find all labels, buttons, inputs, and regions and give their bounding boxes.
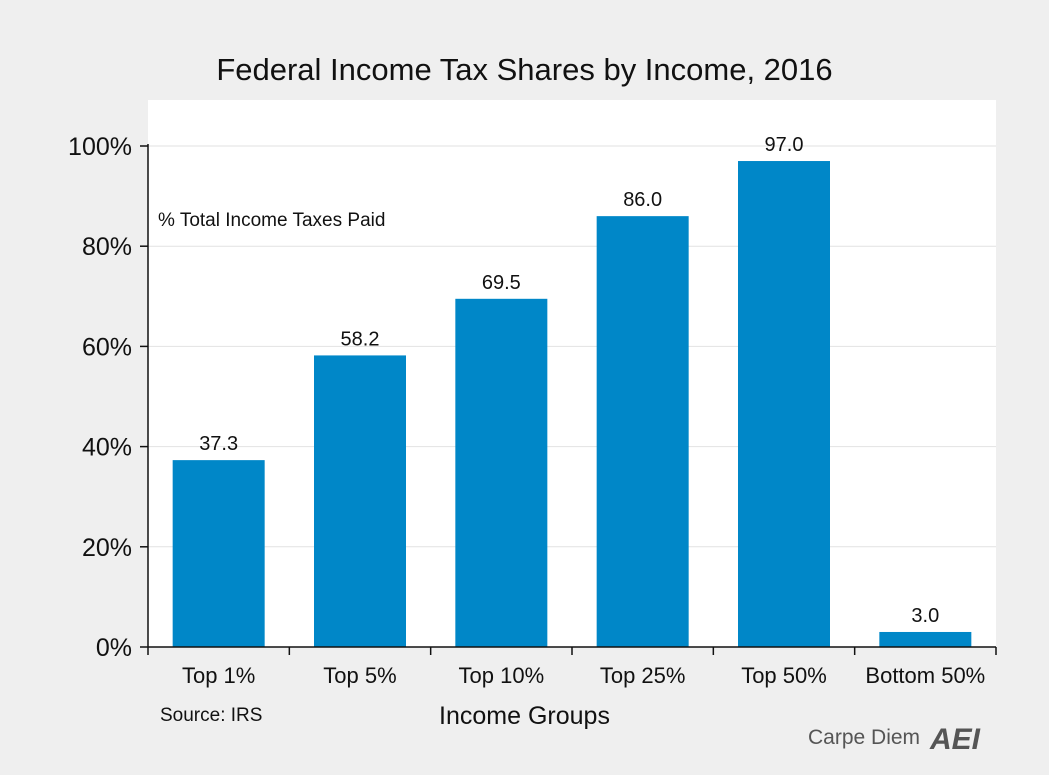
x-tick-label: Top 10% — [459, 663, 545, 688]
data-label: 3.0 — [911, 605, 939, 627]
data-label: 97.0 — [765, 134, 804, 156]
y-tick-label: 20% — [82, 534, 132, 562]
brand-name: Carpe Diem — [808, 726, 921, 749]
x-tick-label: Top 1% — [182, 663, 255, 688]
chart-title: Federal Income Tax Shares by Income, 201… — [216, 52, 833, 87]
bar — [172, 460, 265, 647]
gridlines — [148, 145, 996, 548]
bar — [455, 298, 548, 647]
aei-logo-icon: AEI — [929, 723, 981, 754]
x-tick-label: Top 50% — [741, 663, 827, 688]
bar — [879, 631, 972, 647]
x-tick-label: Top 25% — [600, 663, 686, 688]
y-tick-label: 0% — [96, 634, 132, 662]
data-label: 69.5 — [482, 272, 521, 294]
data-label: 86.0 — [623, 189, 662, 211]
data-label: 37.3 — [199, 433, 238, 455]
y-tick-label: 100% — [68, 133, 132, 161]
series-annotation: % Total Income Taxes Paid — [158, 210, 385, 231]
y-tick-label: 40% — [82, 434, 132, 462]
x-axis-label: Income Groups — [439, 702, 610, 730]
aei-logo-text: AEI — [929, 723, 981, 754]
data-label: 58.2 — [341, 328, 380, 350]
branding: Carpe Diem AEI — [808, 722, 998, 754]
bars: 37.3 58.2 69.5 86.0 97.0 3.0 — [172, 134, 972, 647]
axes: 0% 20% 40% 60% 80% 100% Top 1% Top 5% Top 10% Top… — [68, 133, 997, 688]
y-tick-label: 60% — [82, 333, 132, 361]
bar — [738, 161, 830, 647]
source-note: Source: IRS — [160, 705, 263, 726]
x-tick-label: Top 5% — [323, 663, 396, 688]
bar — [596, 216, 689, 647]
bar — [314, 355, 406, 647]
x-tick-label: Bottom 50% — [865, 663, 985, 688]
plot-area — [148, 100, 996, 647]
y-tick-label: 80% — [82, 233, 132, 261]
